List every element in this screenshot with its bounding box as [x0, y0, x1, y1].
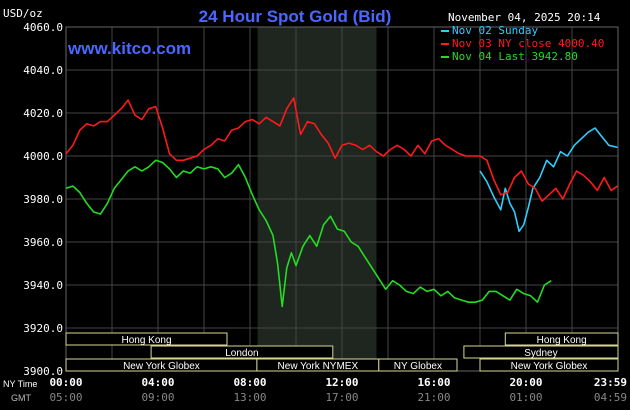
session-label-new-york-globex-left: New York Globex — [123, 361, 200, 372]
session-label-sydney: Sydney — [524, 348, 557, 359]
gmt-tick-label: 04:59 — [594, 391, 627, 404]
gmt-tick-label: 01:00 — [509, 391, 542, 404]
ny-tick-label: 00:00 — [49, 376, 82, 389]
session-london — [150, 345, 334, 359]
session-label-london: London — [225, 348, 258, 359]
legend-label: Nov 04 Last 3942.80 — [452, 50, 578, 63]
session-label-hong-kong-right: Hong Kong — [537, 335, 587, 346]
session-ny-globex — [378, 358, 458, 372]
grid — [65, 26, 619, 372]
session-label-ny-globex: NY Globex — [394, 361, 442, 372]
y-tick-label: 4000.0 — [23, 150, 63, 163]
legend-label: Nov 02 Sunday — [452, 24, 538, 37]
gmt-title: GMT — [11, 393, 31, 403]
gmt-tick-label: 17:00 — [325, 391, 358, 404]
y-tick-label: 3920.0 — [23, 322, 63, 335]
y-tick-label: 4020.0 — [23, 107, 63, 120]
gmt-tick-label: 09:00 — [141, 391, 174, 404]
chart-title: 24 Hour Spot Gold (Bid) — [199, 7, 392, 26]
ny-tick-label: 12:00 — [325, 376, 358, 389]
y-tick-label: 3900.0 — [23, 365, 63, 378]
session-hong-kong-right — [504, 332, 619, 346]
ny-time-title: NY Time — [3, 379, 37, 389]
ny-tick-label: 20:00 — [509, 376, 542, 389]
y-tick-label: 3960.0 — [23, 236, 63, 249]
gmt-tick-label: 21:00 — [417, 391, 450, 404]
y-tick-label: 4040.0 — [23, 64, 63, 77]
gmt-tick-label: 05:00 — [49, 391, 82, 404]
ny-tick-label: 23:59 — [594, 376, 627, 389]
series-lines — [65, 97, 618, 308]
ny-tick-label: 16:00 — [417, 376, 450, 389]
x-axis-labels: NY Time GMT 00:00 04:00 08:00 12:00 16:00 20:00… — [3, 376, 627, 404]
market-sessions: Hong Kong London New York Globex New York N… — [65, 332, 619, 372]
session-label-new-york-globex-right: New York Globex — [511, 361, 588, 372]
unit-label: USD/oz — [3, 7, 43, 20]
gmt-tick-label: 13:00 — [233, 391, 266, 404]
legend-label: Nov 03 NY close 4000.40 — [452, 37, 604, 50]
series-line-2 — [65, 97, 618, 202]
date-time: November 04, 2025 20:14 — [448, 11, 601, 24]
site-url[interactable]: www.kitco.com — [67, 39, 191, 58]
session-new-york-globex-right — [479, 358, 619, 372]
series-line-1 — [479, 127, 618, 233]
session-label-hong-kong-left: Hong Kong — [121, 335, 171, 346]
y-tick-label: 3940.0 — [23, 279, 63, 292]
ny-tick-label: 08:00 — [233, 376, 266, 389]
session-label-new-york-nymex: New York NYMEX — [278, 361, 359, 372]
session-hong-kong-left — [65, 332, 228, 346]
y-tick-label: 3980.0 — [23, 193, 63, 206]
ny-tick-label: 04:00 — [141, 376, 174, 389]
series-line-3 — [65, 159, 552, 308]
y-tick-label: 4060.0 — [23, 21, 63, 34]
y-axis-labels: 4060.0 4040.0 4020.0 4000.0 3980.0 3960.0 3940… — [23, 21, 63, 378]
session-sydney — [463, 345, 619, 359]
